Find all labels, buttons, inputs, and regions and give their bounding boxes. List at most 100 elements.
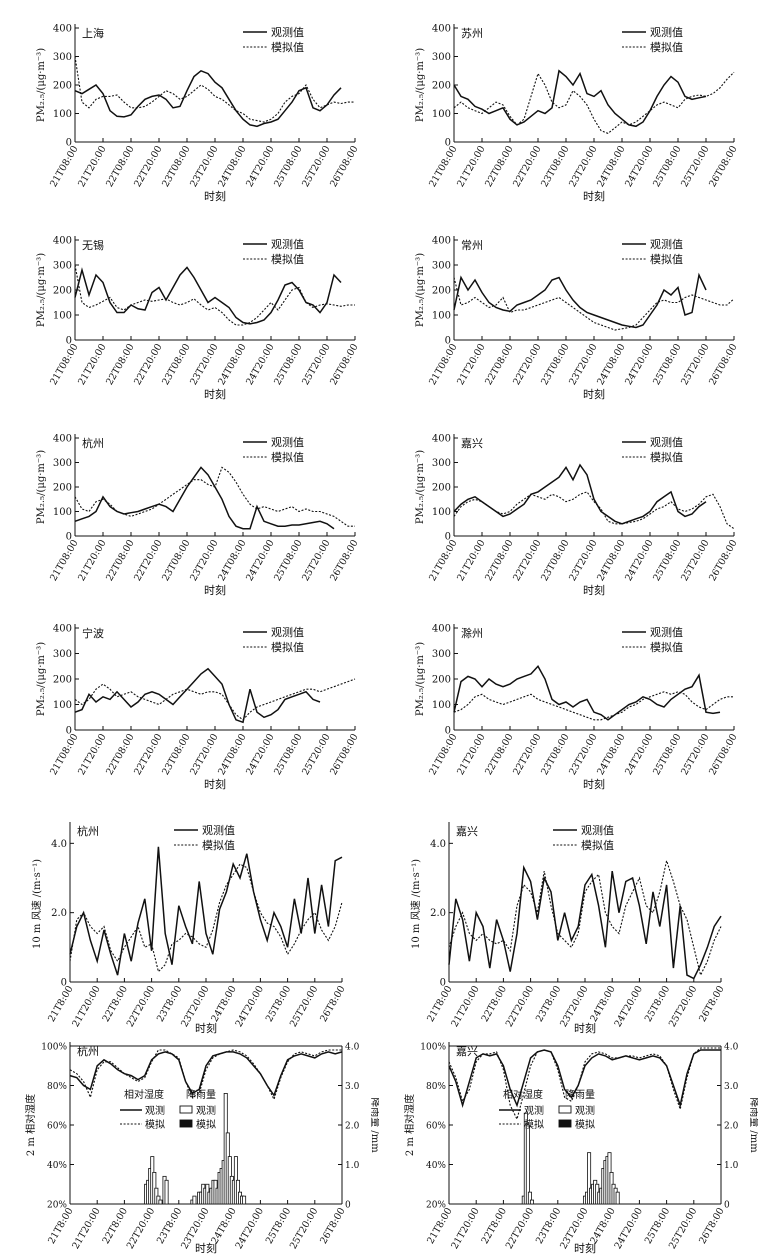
x-tick-label: 21T08:00: [48, 732, 80, 777]
y-tick-label: 60%: [47, 1122, 67, 1132]
y-tick-label: 400: [432, 624, 451, 635]
panel-title: 杭州: [77, 1044, 99, 1058]
y-tick-label: 0: [445, 336, 451, 347]
y-tick-label: 100: [432, 700, 451, 711]
x-tick-label: 22T8:00: [101, 984, 130, 1024]
x-tick-label: 25T08:00: [272, 144, 304, 189]
x-tick-label: 24T08:00: [216, 732, 248, 777]
x-tick-label: 24T08:00: [595, 342, 627, 387]
y-tick-label: 0: [445, 726, 451, 737]
x-tick-label: 23T20:00: [567, 342, 599, 387]
x-tick-label: 25T20:00: [288, 1206, 320, 1251]
x-tick-label: 25T20:00: [288, 984, 320, 1029]
x-tick-label: 21T20:00: [449, 984, 481, 1029]
y-axis-title: PM₂.₅/(μg·m⁻³): [36, 48, 47, 122]
y-tick-label: 0: [66, 138, 72, 149]
legend-rain-observed-label: 观测: [575, 1104, 595, 1117]
simulated-line: [74, 678, 356, 721]
y-axis-title: 10 m 风速 /(m·s⁻¹): [410, 859, 422, 949]
x-axis-title: 时刻: [195, 1241, 217, 1254]
x-axis-title: 时刻: [583, 189, 605, 203]
x-tick-label: 25T20:00: [667, 984, 699, 1029]
x-tick-label: 22T20:00: [511, 732, 543, 777]
x-tick-label: 22T20:00: [132, 732, 164, 777]
chart-pm25-ningbo: 0 100 200 300 400 21T08:0021T20:0022T08:0022T…: [36, 624, 361, 792]
x-tick-label: 23T20:00: [567, 538, 599, 583]
x-tick-label: 25T20:00: [300, 144, 332, 189]
x-axis-title: 时刻: [583, 777, 605, 791]
legend-rain-observed-label: 观测: [196, 1104, 216, 1117]
x-tick-label: 21T8:00: [46, 1206, 75, 1246]
simulated-line: [453, 491, 735, 530]
chart-rh-rain-jiaxing: 20% 40% 60% 80% 100% 0 1.0 2.0 3.0 4.0 降雨量 /mm 21T8…: [403, 1042, 758, 1254]
x-tick-label: 26T8:00: [318, 984, 347, 1024]
legend-simulated-label: 模拟值: [650, 640, 683, 654]
x-tick-label: 26T8:00: [697, 984, 726, 1024]
x-tick-label: 22T20:00: [125, 1206, 157, 1251]
x-tick-label: 21T20:00: [76, 538, 108, 583]
x-tick-label: 26T8:00: [318, 1206, 347, 1246]
simulated-line: [448, 1047, 721, 1121]
x-tick-label: 22T08:00: [104, 342, 136, 387]
x-tick-label: 23T8:00: [534, 984, 563, 1024]
y-tick-label: 400: [432, 434, 451, 445]
simulated-line: [453, 277, 735, 331]
x-axis-title: 时刻: [574, 1021, 596, 1034]
x-tick-label: 21T8:00: [425, 1206, 454, 1246]
x-tick-label: 25T20:00: [300, 538, 332, 583]
legend-observed-label: 观测值: [271, 238, 304, 251]
legend-rh-simulated-label: 模拟: [145, 1118, 165, 1131]
x-tick-label: 24T20:00: [613, 984, 645, 1029]
legend-observed-label: 观测值: [650, 238, 683, 251]
y-tick-label: 400: [432, 236, 451, 247]
x-tick-label: 25T08:00: [272, 342, 304, 387]
simulated-line: [69, 1049, 342, 1101]
x-axis-title: 时刻: [204, 189, 226, 203]
x-tick-label: 22T08:00: [104, 144, 136, 189]
x-tick-label: 25T20:00: [679, 732, 711, 777]
legend-rain-simulated-swatch: [179, 1119, 193, 1128]
x-tick-label: 24T20:00: [623, 538, 655, 583]
x-tick-label: 24T20:00: [244, 342, 276, 387]
legend-observed-label: 观测值: [650, 436, 683, 449]
x-tick-label: 23T08:00: [539, 144, 571, 189]
x-tick-label: 22T08:00: [483, 538, 515, 583]
x-tick-label: 23T20:00: [188, 144, 220, 189]
y-tick-label: 20%: [426, 1201, 446, 1211]
y-axis-title: PM₂.₅/(μg·m⁻³): [415, 642, 426, 716]
x-tick-label: 25T20:00: [679, 342, 711, 387]
x-tick-label: 25T08:00: [272, 732, 304, 777]
x-tick-label: 25T20:00: [679, 538, 711, 583]
x-tick-label: 22T20:00: [132, 538, 164, 583]
legend-rh-simulated-label: 模拟: [524, 1118, 544, 1131]
x-tick-label: 22T08:00: [104, 538, 136, 583]
x-tick-label: 24T8:00: [209, 984, 238, 1024]
x-axis-title: 时刻: [574, 1241, 596, 1254]
y-tick-label: 200: [432, 483, 451, 494]
x-tick-label: 22T20:00: [132, 342, 164, 387]
y-axis-title: 2 m 相对湿度: [24, 1094, 37, 1156]
x-tick-label: 26T08:00: [707, 144, 739, 189]
legend-rh-title: 相对湿度: [124, 1088, 164, 1101]
y-tick-label: 100: [432, 311, 451, 322]
y-tick-label: 300: [53, 649, 72, 660]
y-tick-label: 300: [53, 458, 72, 469]
panel-title: 滁州: [461, 626, 483, 640]
chart-pm25-shanghai: 0 100 200 300 400 21T08:0021T20:0022T08:0022T…: [36, 24, 361, 204]
legend-observed-label: 观测值: [271, 436, 304, 449]
y-tick-label: 100: [53, 311, 72, 322]
y-tick-label: 40%: [47, 1161, 67, 1171]
rain-bar: [529, 1199, 534, 1205]
legend-observed-label: 观测值: [581, 824, 614, 837]
x-tick-label: 24T08:00: [595, 732, 627, 777]
chart-pm25-suzhou: 0 100 200 300 400 21T08:0021T20:0022T08:0022T…: [415, 24, 740, 204]
x-tick-label: 22T08:00: [483, 144, 515, 189]
rain-bar: [192, 1195, 197, 1205]
x-tick-label: 25T8:00: [643, 984, 672, 1024]
x-tick-label: 24T08:00: [216, 144, 248, 189]
y-tick-label: 200: [432, 286, 451, 297]
y-tick-label: 0: [440, 978, 446, 989]
x-axis-title: 时刻: [204, 583, 226, 597]
rain-bar: [527, 1191, 532, 1205]
panel-title: 上海: [82, 26, 104, 40]
